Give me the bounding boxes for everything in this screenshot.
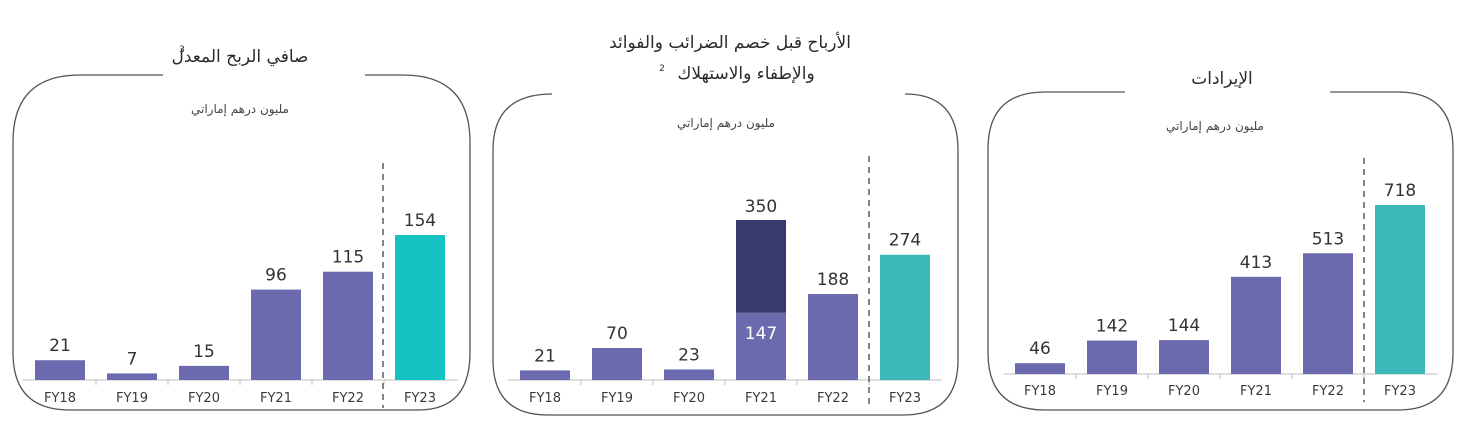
x-tick-label: FY19	[1096, 384, 1128, 399]
data-label: 15	[193, 342, 215, 362]
bar-fy20	[664, 369, 714, 380]
x-tick-label: FY18	[529, 391, 561, 406]
bar-fy22	[1303, 253, 1353, 374]
title-footnote: 3	[179, 45, 185, 55]
bar-fy19	[107, 373, 157, 380]
chart-title: الإيرادات	[1191, 69, 1253, 89]
data-label: 142	[1096, 317, 1128, 337]
bars-group: 46 FY18 142 FY19 144 FY20 413 FY21 513 FY22 718 FY2…	[1004, 158, 1438, 402]
x-tick-label: FY19	[601, 391, 633, 406]
data-label-total: 350	[745, 197, 777, 217]
unit-label: مليون درهم إماراتي	[677, 116, 775, 131]
bar-fy22	[808, 294, 858, 380]
data-label: 188	[817, 270, 849, 290]
panel-revenues: الإيرادات مليون درهم إماراتي 46 FY18 142 FY…	[987, 69, 1454, 411]
chart-title-line-2: والإطفاء والاستهلاك	[677, 64, 814, 84]
x-tick-label: FY22	[817, 391, 849, 406]
data-label: 96	[265, 266, 287, 286]
title-footnote: 2	[659, 64, 665, 74]
bar-fy19	[592, 348, 642, 380]
data-label: 21	[534, 346, 556, 366]
unit-label: مليون درهم إماراتي	[191, 102, 289, 117]
x-tick-label: FY21	[745, 391, 777, 406]
bar-fy20	[1159, 340, 1209, 374]
panel-frame	[987, 91, 1454, 411]
x-tick-label: FY20	[188, 391, 220, 406]
x-tick-label: FY23	[1384, 384, 1416, 399]
data-label: 21	[49, 336, 71, 356]
bar-fy21-stacked-segment	[736, 220, 786, 313]
chart-title-line-1: الأرباح قبل خصم الضرائب والفوائد	[609, 32, 851, 53]
x-tick-label: FY18	[44, 391, 76, 406]
bar-fy18	[520, 370, 570, 380]
panel-adjusted-net-profit: صافي الربح المعدل 3 مليون درهم إماراتي 2…	[12, 45, 471, 411]
panel-frame	[492, 93, 959, 416]
data-label: 46	[1029, 339, 1051, 359]
bar-fy18	[35, 360, 85, 380]
panel-frame	[12, 74, 471, 411]
bar-fy22	[323, 271, 373, 380]
data-label: 7	[127, 349, 138, 369]
x-tick-label: FY22	[332, 391, 364, 406]
panel-ebitda: الأرباح قبل خصم الضرائب والفوائد والإطفا…	[492, 32, 959, 416]
x-tick-label: FY21	[260, 391, 292, 406]
bar-fy23	[395, 235, 445, 380]
bars-group: 21 FY18 70 FY19 23 FY20 147 350 FY21 188 FY22 274 FY…	[508, 156, 942, 408]
bar-fy19	[1087, 340, 1137, 374]
data-label: 115	[332, 248, 364, 268]
x-tick-label: FY22	[1312, 384, 1344, 399]
data-label: 144	[1168, 316, 1200, 336]
bar-fy18	[1015, 363, 1065, 374]
data-label: 70	[606, 324, 628, 344]
x-tick-label: FY19	[116, 391, 148, 406]
bar-fy21	[736, 312, 786, 380]
bar-fy21	[251, 289, 301, 380]
data-label: 513	[1312, 229, 1344, 249]
x-tick-label: FY20	[673, 391, 705, 406]
x-tick-label: FY23	[889, 391, 921, 406]
data-label: 23	[678, 345, 700, 365]
data-label-inner: 147	[745, 324, 777, 344]
data-label: 413	[1240, 253, 1272, 273]
bars-group: 21 FY18 7 FY19 15 FY20 96 FY21 115 FY22 154 FY23	[22, 163, 458, 408]
data-label: 274	[889, 231, 921, 251]
data-label: 154	[404, 211, 436, 231]
chart-title: صافي الربح المعدل	[172, 47, 309, 67]
x-tick-label: FY20	[1168, 384, 1200, 399]
x-tick-label: FY23	[404, 391, 436, 406]
unit-label: مليون درهم إماراتي	[1166, 119, 1264, 134]
x-tick-label: FY21	[1240, 384, 1272, 399]
bar-fy23	[1375, 205, 1425, 374]
bar-fy20	[179, 365, 229, 380]
bar-fy23	[880, 254, 930, 380]
data-label: 718	[1384, 181, 1416, 201]
x-tick-label: FY18	[1024, 384, 1056, 399]
bar-fy21	[1231, 276, 1281, 374]
